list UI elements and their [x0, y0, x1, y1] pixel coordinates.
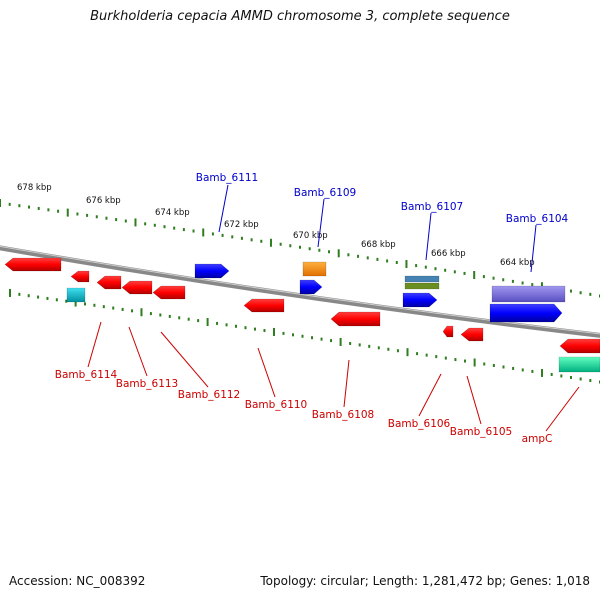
leader-line	[530, 224, 537, 273]
scale-label: 670 kbp	[293, 231, 328, 241]
gene-label: Bamb_6114	[55, 369, 118, 381]
topology-summary: Topology: circular; Length: 1,281,472 bp…	[260, 574, 590, 588]
chromosome-backbone	[0, 245, 600, 338]
gene-glyph-forward	[491, 285, 566, 303]
leader-line	[466, 375, 482, 425]
gene-glyph-forward	[489, 303, 563, 323]
leader-line	[160, 331, 209, 388]
gene-label: Bamb_6106	[388, 418, 451, 430]
gene-label: Bamb_6112	[178, 389, 241, 401]
scale-label: 672 kbp	[224, 220, 259, 230]
gene-label: Bamb_6111	[196, 172, 259, 184]
gene-features	[4, 257, 600, 373]
gene-glyph-reverse	[96, 275, 122, 290]
gene-glyph-forward	[404, 282, 440, 290]
gene-label: ampC	[522, 433, 553, 445]
leader-line	[425, 212, 432, 261]
leader-line	[128, 326, 148, 377]
leader-line	[257, 347, 276, 398]
gene-glyph-reverse	[121, 280, 153, 295]
gene-label: Bamb_6105	[450, 426, 513, 438]
gene-label: Bamb_6107	[401, 201, 464, 213]
gene-label: Bamb_6113	[116, 378, 179, 390]
scale-label: 674 kbp	[155, 208, 190, 218]
scale-label: 664 kbp	[500, 258, 535, 268]
scale-ticks	[0, 199, 600, 384]
leader-line	[418, 373, 442, 417]
gene-labels: 678 kbp 676 kbp 674 kbp 672 kbp 670 kbp 668 k…	[17, 172, 580, 445]
gene-glyph-reverse	[559, 338, 600, 354]
gene-glyph-forward	[194, 263, 230, 279]
gene-glyph-reverse	[70, 270, 90, 283]
scale-label: 676 kbp	[86, 196, 121, 206]
map-title: Burkholderia cepacia AMMD chromosome 3, …	[90, 9, 510, 24]
gene-glyph-reverse	[460, 327, 484, 342]
gene-glyph-forward	[404, 275, 440, 283]
gene-glyph-reverse	[152, 285, 186, 300]
gene-glyph-reverse	[558, 356, 600, 373]
gene-glyph-forward	[402, 292, 438, 308]
backbone-line	[0, 245, 600, 338]
gene-glyph-reverse	[442, 325, 454, 338]
scale-label: 678 kbp	[17, 183, 52, 193]
leader-line	[545, 386, 580, 432]
gene-label: Bamb_6109	[294, 187, 357, 199]
gene-glyph-forward	[302, 261, 327, 277]
gene-glyph-reverse	[243, 298, 285, 313]
scale-label: 666 kbp	[431, 249, 466, 259]
scale-label: 668 kbp	[361, 240, 396, 250]
leader-line	[343, 359, 350, 408]
leader-line	[218, 184, 229, 233]
gene-label: Bamb_6110	[245, 399, 308, 411]
gene-glyph-reverse	[330, 311, 381, 327]
gene-glyph-reverse	[4, 257, 62, 272]
leader-line	[317, 198, 325, 248]
backbone-highlight	[0, 245, 600, 335]
gene-glyph-reverse	[66, 287, 86, 303]
gene-label: Bamb_6104	[506, 213, 569, 225]
gene-glyph-forward	[299, 279, 323, 295]
accession-text: Accession: NC_008392	[9, 574, 146, 588]
gene-label: Bamb_6108	[312, 409, 375, 421]
leader-line	[87, 321, 102, 368]
